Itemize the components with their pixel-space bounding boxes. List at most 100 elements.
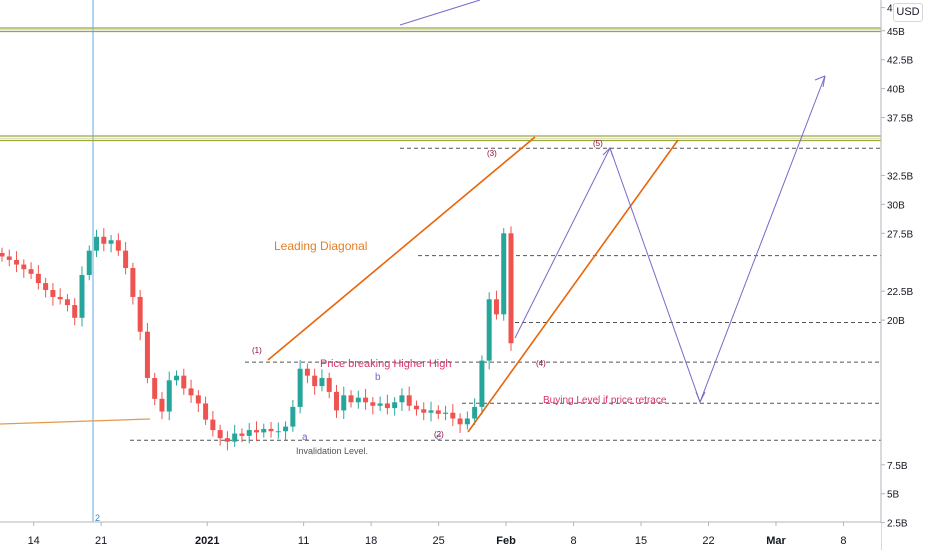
candle-body <box>217 430 223 439</box>
candle-body <box>326 377 332 392</box>
arrow-head <box>695 391 706 403</box>
annotation-label: a <box>302 432 308 443</box>
x-tick-label: 25 <box>432 535 444 547</box>
projection-line-top <box>399 0 481 26</box>
candle-body <box>268 428 274 432</box>
candle-body <box>14 259 20 265</box>
x-tick-label: 18 <box>365 535 377 547</box>
candle-body <box>239 433 245 436</box>
candle-body <box>0 252 5 257</box>
x-tick-label: 8 <box>840 535 846 547</box>
trend-line-left <box>0 418 151 425</box>
annotation-label: b <box>375 372 381 383</box>
candle-body <box>312 375 318 387</box>
candle-body <box>115 240 121 251</box>
candle-body <box>370 402 376 406</box>
diagonal-upper-line <box>267 136 536 361</box>
annotation-label: Invalidation Level. <box>296 446 368 456</box>
candle-body <box>261 428 267 433</box>
annotation-label: c <box>436 432 441 443</box>
candle-body <box>501 233 507 315</box>
candle-body <box>508 233 514 344</box>
candle-body <box>472 406 478 419</box>
candle-body <box>79 274 85 318</box>
candle-body <box>232 433 238 442</box>
candle-body <box>28 269 34 274</box>
candle-body <box>108 240 114 244</box>
currency-button[interactable]: USD <box>893 3 923 22</box>
x-tick-label: 15 <box>635 535 647 547</box>
candle-body <box>355 397 361 403</box>
candle-body <box>479 360 485 407</box>
candle-body <box>421 409 427 413</box>
candle-body <box>275 431 281 433</box>
x-tick-label: 2021 <box>195 535 219 547</box>
candle-body <box>181 375 187 389</box>
arrow-head <box>602 147 614 158</box>
candle-body <box>443 412 449 414</box>
candle-body <box>21 264 27 270</box>
y-tick-label: 47 <box>887 4 899 15</box>
candle-body <box>304 368 310 376</box>
candle-body <box>137 296 143 332</box>
candle-body <box>290 406 296 427</box>
y-tick-label: 2.5B <box>887 519 908 530</box>
annotation-label: Price breaking Higher High <box>320 358 451 370</box>
candle-body <box>348 395 354 403</box>
candle-body <box>50 290 56 297</box>
candle-body <box>457 418 463 425</box>
candle-body <box>123 250 129 269</box>
candle-body <box>254 430 259 433</box>
candle-body <box>486 299 492 361</box>
x-tick-label: 21 <box>95 535 107 547</box>
candle-body <box>493 299 499 315</box>
candle-body <box>174 375 180 381</box>
candle-body <box>283 426 289 432</box>
candle-body <box>210 419 216 431</box>
y-tick-label: 22.5B <box>887 287 913 298</box>
candle-body <box>159 398 165 412</box>
annotation-label: (4) <box>536 359 546 368</box>
y-tick-label: 7.5B <box>887 461 908 472</box>
y-tick-label: 40B <box>887 85 905 96</box>
candle-body <box>333 391 339 411</box>
candle-body <box>406 395 412 406</box>
y-tick-label: 37.5B <box>887 114 913 125</box>
annotation-label: 2 <box>95 513 100 523</box>
candle-body <box>224 438 230 442</box>
candle-body <box>246 430 252 436</box>
candle-body <box>363 397 369 403</box>
y-tick-label: 32.5B <box>887 171 913 182</box>
candle-body <box>101 236 107 244</box>
arrow-head <box>814 75 826 88</box>
candle-body <box>166 380 172 412</box>
candle-body <box>413 405 419 410</box>
candle-body <box>428 410 434 413</box>
price-axis-bg <box>882 0 932 550</box>
candle-body <box>152 377 158 399</box>
candle-body <box>94 236 100 251</box>
x-tick-label: 22 <box>702 535 714 547</box>
x-tick-label: 14 <box>28 535 40 547</box>
annotation-label: (1) <box>252 346 262 355</box>
candle-body <box>86 250 92 275</box>
annotation-label: (5) <box>593 139 603 148</box>
y-tick-label: 30B <box>887 200 905 211</box>
candle-body <box>399 395 405 403</box>
candle-body <box>72 305 78 318</box>
candle-body <box>6 256 12 260</box>
candle-body <box>450 412 456 419</box>
candle-body <box>384 403 390 409</box>
annotation-label: (2) <box>434 430 444 439</box>
projection-path <box>514 75 826 404</box>
candle-body <box>203 403 209 420</box>
candle-body <box>130 268 136 297</box>
candle-body <box>43 283 49 291</box>
candle-body <box>319 377 325 387</box>
y-tick-label: 42.5B <box>887 56 913 67</box>
x-tick-label: 11 <box>298 535 309 547</box>
annotation-label: (3) <box>487 149 497 158</box>
candle-body <box>464 418 470 425</box>
